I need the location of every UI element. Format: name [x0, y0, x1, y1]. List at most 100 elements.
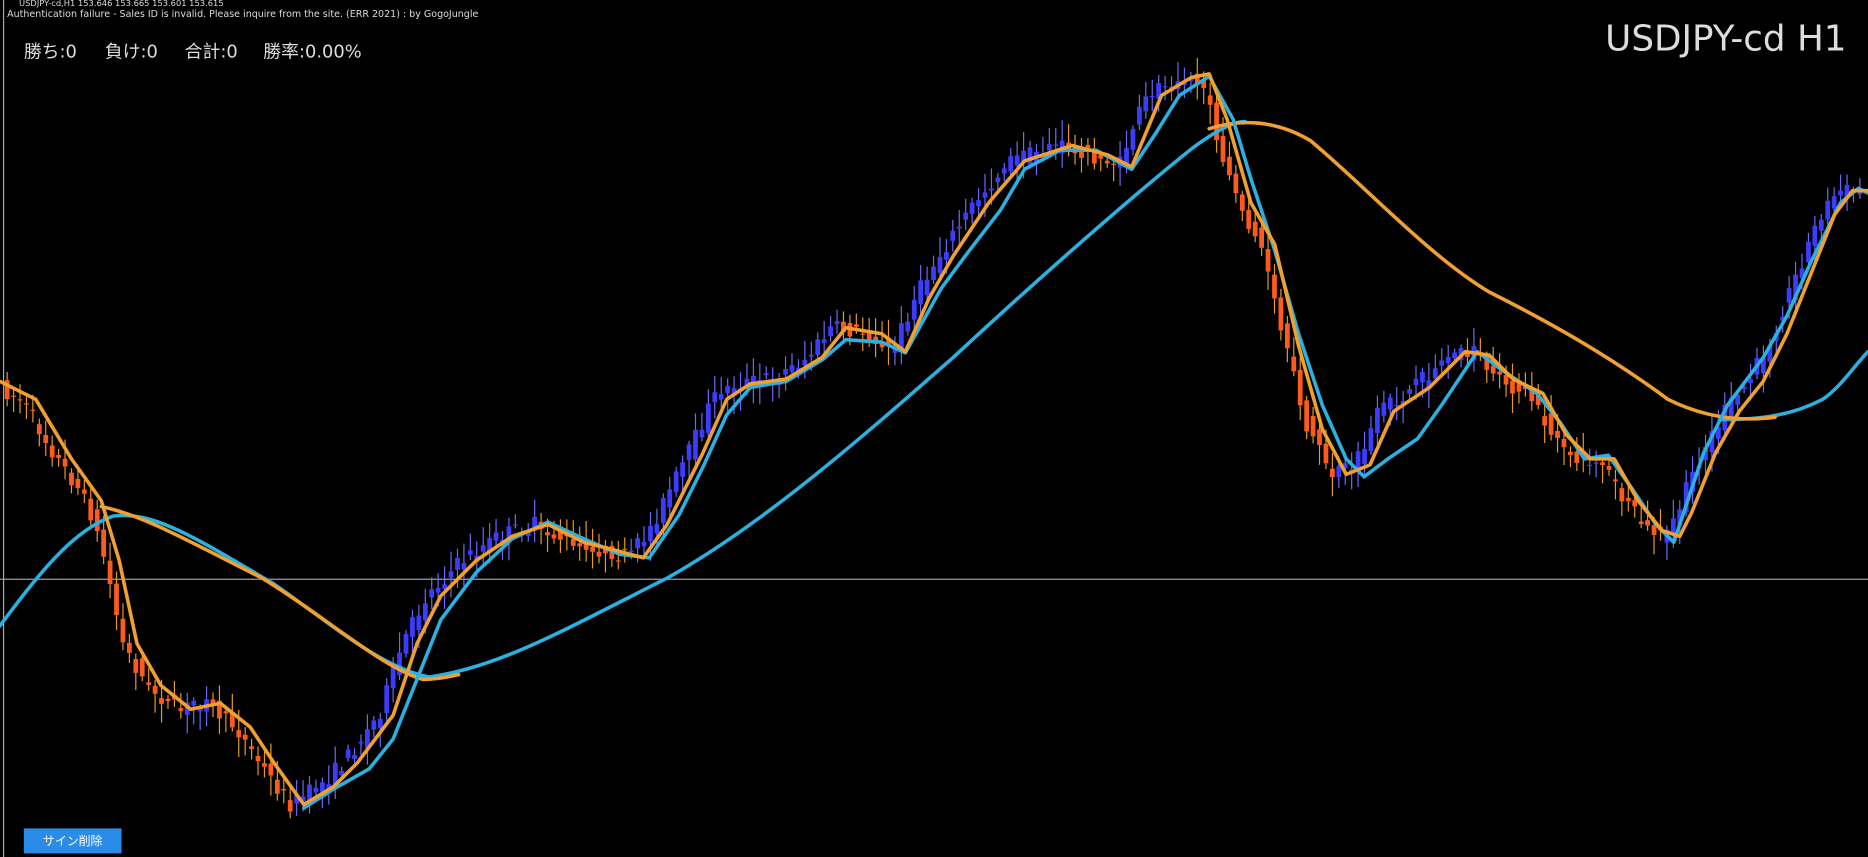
delete-sign-button[interactable]: サイン削除 — [23, 828, 122, 854]
candle-body — [545, 532, 550, 536]
candle-body — [1091, 150, 1097, 164]
candle-body — [165, 698, 171, 702]
candle-body — [126, 642, 132, 653]
candle-body — [1407, 389, 1412, 394]
candle-body — [783, 368, 788, 375]
button-bg[interactable] — [23, 828, 122, 854]
candle-body — [416, 615, 422, 631]
candle-body — [339, 770, 345, 776]
candle-body — [1027, 147, 1033, 165]
candle-body — [1329, 468, 1335, 478]
candle-body — [841, 321, 846, 333]
candle-body — [403, 633, 409, 654]
candle-body — [1111, 163, 1117, 165]
candle-body — [242, 734, 248, 740]
candle-body — [287, 800, 293, 812]
candle-body — [146, 682, 152, 685]
candle-body — [1844, 184, 1850, 198]
slow-ma-orange — [99, 504, 461, 682]
candle-body — [654, 524, 660, 534]
candle-body — [1375, 407, 1380, 434]
candle-body — [1452, 352, 1457, 359]
candle-body — [1683, 482, 1689, 513]
candle-body — [963, 212, 969, 220]
candle-body — [223, 711, 229, 714]
candle-body — [622, 548, 628, 551]
candle-body — [352, 755, 357, 759]
candle-body — [886, 337, 891, 347]
candle-body — [802, 360, 808, 366]
candle-body — [1735, 394, 1741, 405]
candle-body — [705, 403, 711, 433]
candle-body — [1548, 413, 1554, 435]
candle-body — [422, 603, 428, 621]
candle-body — [133, 658, 139, 673]
candle-body — [81, 489, 87, 494]
candle-body — [178, 708, 184, 712]
candle-body — [982, 192, 988, 198]
candle-body — [673, 471, 679, 492]
candle-body — [262, 763, 267, 767]
symbol-line: USDJPY-cd,H1 153.646 153.665 153.601 153… — [19, 0, 224, 8]
candle-body — [152, 685, 158, 694]
candle-body — [88, 498, 94, 521]
candle-body — [879, 341, 885, 348]
candle-body — [1323, 443, 1329, 464]
candle-body — [512, 524, 518, 526]
candle-body — [1529, 389, 1535, 402]
candle-body — [989, 188, 994, 191]
candle-body — [1593, 462, 1599, 464]
candle-body — [75, 478, 81, 489]
candle-body — [969, 202, 975, 214]
candle-body — [1188, 78, 1194, 82]
candle-body — [570, 538, 576, 546]
candle-body — [1728, 397, 1734, 421]
candle-body — [1137, 106, 1142, 125]
candle-body — [950, 230, 956, 241]
stat-winrate: 勝率:0.00% — [263, 41, 361, 62]
candle-body — [744, 378, 750, 387]
button-label[interactable]: サイン削除 — [43, 834, 103, 848]
candle-body — [583, 539, 589, 550]
candle-body — [390, 665, 396, 689]
candle-body — [944, 252, 949, 260]
candle-body — [313, 788, 319, 793]
slow-ma-orange-right — [1207, 120, 1777, 421]
candle-body — [1149, 95, 1155, 98]
candle-body — [377, 718, 383, 728]
candle-body — [467, 550, 473, 555]
candle-body — [1812, 225, 1818, 247]
candle-body — [1317, 429, 1322, 446]
candle-body — [1767, 345, 1773, 362]
candle-body — [1793, 274, 1798, 301]
candle-body — [1748, 379, 1753, 383]
candle-body — [384, 685, 390, 714]
candle-body — [828, 326, 833, 337]
candle-body — [898, 323, 904, 350]
candle-body — [487, 538, 493, 553]
candle-body — [1715, 426, 1721, 439]
candle-body — [1761, 358, 1766, 374]
candle-body — [1638, 521, 1644, 524]
candle-body — [307, 784, 312, 802]
candle-body — [435, 587, 441, 593]
candle-body — [1265, 249, 1271, 272]
candle-body — [268, 763, 274, 776]
stat-wins: 勝ち:0 — [24, 41, 77, 62]
candle-body — [937, 257, 943, 273]
candle-body — [1201, 79, 1207, 88]
candle-body — [365, 729, 370, 749]
candle-body — [1291, 356, 1297, 372]
candle-body — [1445, 356, 1451, 364]
candle-body — [1619, 488, 1625, 502]
candle-body — [1413, 378, 1419, 385]
candle-body — [821, 339, 827, 344]
candle-body — [577, 543, 583, 547]
stat-total: 合計:0 — [185, 41, 238, 62]
candle-body — [1510, 380, 1515, 394]
candle-body — [1420, 371, 1425, 383]
candle-body — [712, 392, 718, 403]
candle-body — [956, 226, 962, 229]
